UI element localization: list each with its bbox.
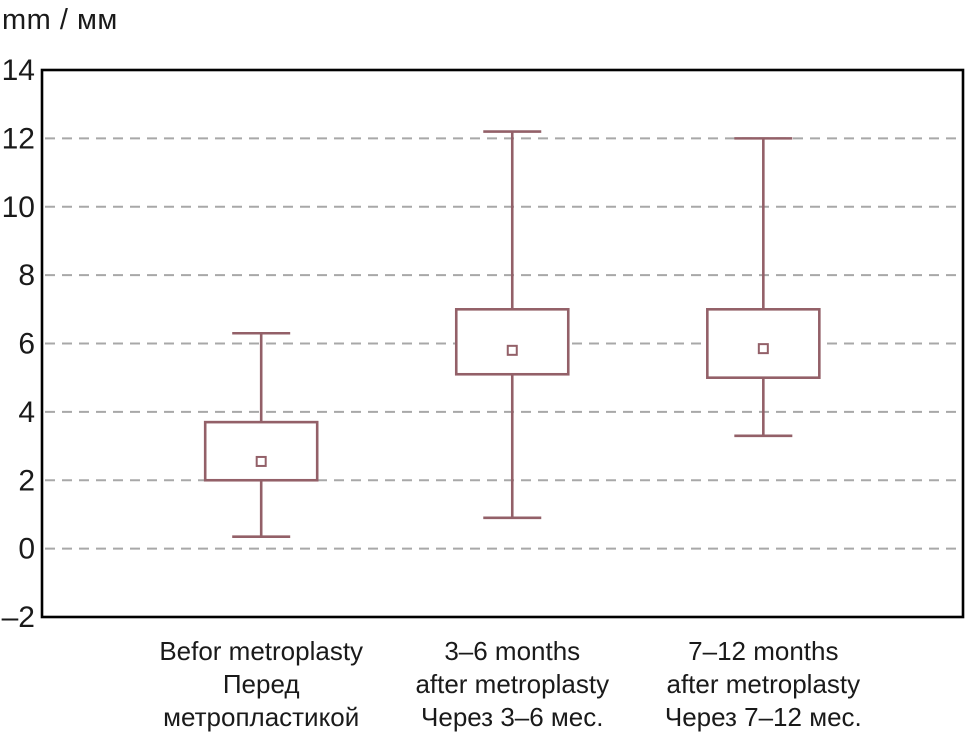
mean-marker <box>506 344 518 356</box>
y-tick-label: 12 <box>2 122 35 155</box>
y-tick-label: 0 <box>18 533 35 566</box>
plot-frame <box>40 68 965 619</box>
y-tick-label: 2 <box>18 464 35 497</box>
y-tick-label: 8 <box>18 259 35 292</box>
box <box>203 420 319 482</box>
y-axis-unit-label: mm / мм <box>2 4 118 36</box>
category-label-line: Через 3–6 мес. <box>421 702 603 732</box>
box <box>454 308 570 376</box>
category-label-line: 3–6 months <box>444 636 580 666</box>
category-label-line: 7–12 months <box>688 636 838 666</box>
y-tick-label: 10 <box>2 191 35 224</box>
category-label-line: Перед <box>223 669 300 699</box>
y-tick-label: –2 <box>2 601 35 634</box>
y-tick-label: 14 <box>2 54 35 87</box>
mean-marker <box>757 343 769 355</box>
category-label-line: Befor metroplasty <box>159 636 363 666</box>
category-label-line: Через 7–12 мес. <box>665 702 862 732</box>
category-label-line: метропластикой <box>163 702 359 732</box>
category-label-line: after metroplasty <box>667 669 861 699</box>
y-tick-label: 4 <box>18 396 35 429</box>
mean-marker <box>255 455 267 467</box>
category-label-line: after metroplasty <box>415 669 609 699</box>
y-tick-label: 6 <box>18 328 35 361</box>
